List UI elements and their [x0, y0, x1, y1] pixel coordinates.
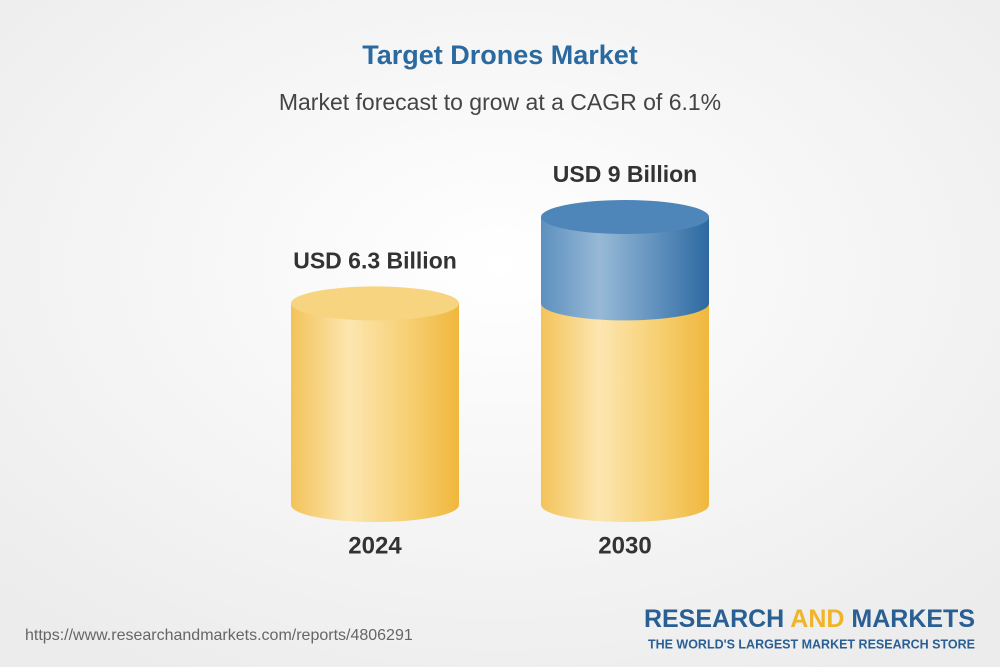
brand-word: RESEARCH	[644, 605, 784, 633]
value-label: USD 6.3 Billion	[293, 247, 457, 273]
category-label: 2030	[598, 532, 651, 559]
brand-word: AND	[790, 605, 844, 633]
cylinder-top	[541, 200, 709, 234]
cylinder-growth-segment	[541, 217, 709, 321]
cylinder-top	[291, 286, 459, 321]
category-label: 2024	[348, 532, 402, 559]
cylinder-body	[291, 303, 459, 522]
value-label: USD 9 Billion	[553, 161, 697, 187]
chart-title: Target Drones Market	[362, 40, 638, 70]
source-url: https://www.researchandmarkets.com/repor…	[25, 627, 413, 644]
brand-tagline: THE WORLD'S LARGEST MARKET RESEARCH STOR…	[648, 637, 975, 651]
chart-subtitle: Market forecast to grow at a CAGR of 6.1…	[279, 89, 721, 115]
brand-word: MARKETS	[851, 605, 975, 633]
brand: RESEARCH AND MARKETS	[644, 605, 975, 633]
cylinder-base-segment	[541, 303, 709, 522]
